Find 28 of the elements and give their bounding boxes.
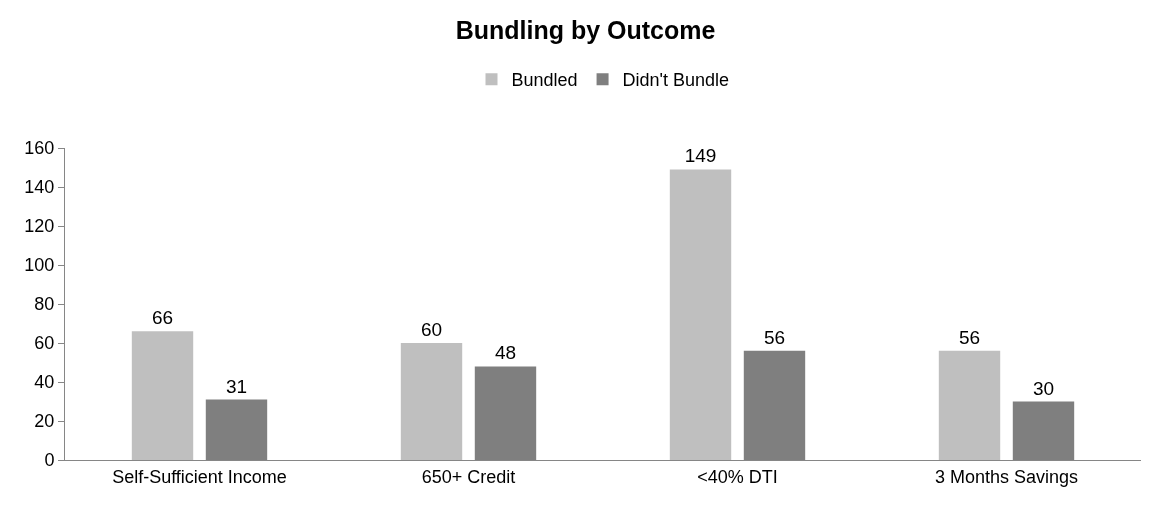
data-label: 60: [420, 319, 443, 340]
x-tick-label: Self-Sufficient Income: [112, 466, 287, 487]
bar: [400, 343, 463, 460]
legend-label: Didn't Bundle: [622, 70, 730, 91]
data-label: 66: [151, 307, 174, 329]
y-tick-label: 160: [24, 138, 55, 159]
bar: [131, 331, 194, 460]
chart-title: Bundling by Outcome: [455, 15, 716, 44]
data-label: 149: [684, 145, 717, 167]
x-tick-label: 650+ Credit: [421, 466, 516, 487]
bar: [669, 169, 732, 460]
data-label: 56: [958, 326, 981, 348]
data-label: 30: [1032, 377, 1055, 399]
y-tick-label: 20: [34, 411, 55, 432]
bar: [938, 350, 1001, 460]
legend-label: Bundled: [511, 70, 578, 91]
y-tick-label: 100: [24, 255, 55, 276]
y-tick-label: 0: [44, 450, 55, 471]
data-label: 48: [494, 342, 517, 364]
y-tick-label: 140: [24, 177, 55, 198]
y-tick-label: 120: [24, 216, 55, 237]
x-tick-label: 3 Months Savings: [934, 466, 1079, 487]
y-tick-label: 40: [34, 372, 55, 393]
x-tick-label: <40% DTI: [697, 466, 778, 487]
y-tick-label: 80: [34, 294, 55, 315]
data-label: 56: [763, 326, 786, 348]
data-label: 31: [225, 375, 248, 397]
y-tick-label: 60: [34, 333, 55, 354]
